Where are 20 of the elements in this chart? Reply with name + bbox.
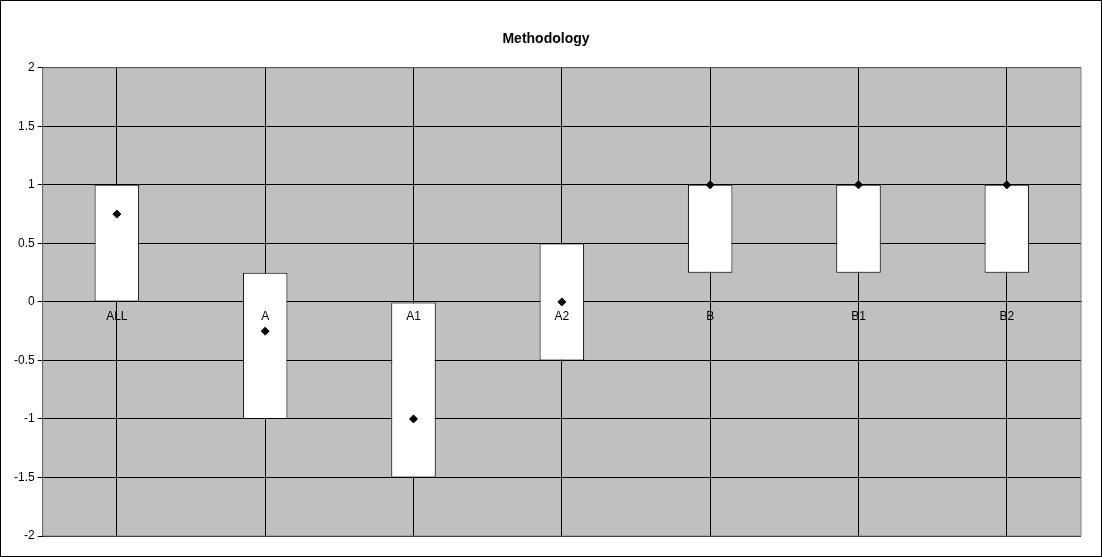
point (260, 326, 270, 336)
point (705, 180, 715, 190)
y-tick-label: 0 (27, 294, 35, 309)
x-tick-label: A1 (406, 309, 422, 324)
point (409, 414, 419, 424)
point (854, 180, 863, 190)
y-tick-label: -1.5 (13, 469, 35, 484)
y-tick-label: -1 (24, 411, 35, 426)
y-tick-label: -2 (24, 528, 35, 543)
y-tick-label: 1.5 (17, 118, 35, 133)
chart-title: Methodology (502, 30, 590, 47)
point (557, 297, 567, 307)
point (112, 209, 122, 219)
y-tick-label: 1 (27, 177, 35, 192)
y-tick-label: 2 (27, 60, 35, 75)
x-tick-label: A (261, 309, 270, 324)
y-tick-label: 0.5 (17, 235, 35, 250)
x-tick-label: A2 (554, 309, 570, 324)
y-tick-label: -0.5 (13, 352, 35, 367)
point (1002, 180, 1012, 190)
